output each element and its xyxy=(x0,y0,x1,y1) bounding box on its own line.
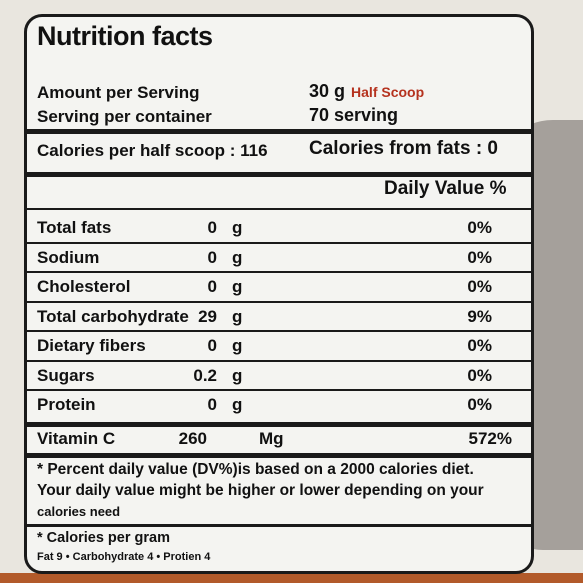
nutrient-name: Sugars xyxy=(37,365,95,385)
nutrient-dv: 0% xyxy=(467,277,492,296)
row-divider xyxy=(27,271,531,273)
footnote-line-3: calories need xyxy=(37,504,121,519)
nutrient-name: Protein xyxy=(37,395,96,414)
divider-thick xyxy=(27,129,531,134)
divider xyxy=(27,524,531,527)
nutrient-unit: g xyxy=(232,365,243,385)
nutrient-dv: 0% xyxy=(467,218,492,237)
divider-thick xyxy=(27,453,531,458)
row-divider xyxy=(27,359,531,362)
vitamin-amount: 260 xyxy=(178,429,207,448)
footnote: * Percent daily value (DV%)is based on a… xyxy=(37,459,519,522)
row-divider xyxy=(27,241,531,244)
amount-note: Half Scoop xyxy=(351,84,425,100)
nutrient-amount: 0 xyxy=(207,277,217,296)
divider-thick xyxy=(27,422,531,427)
nutrient-amount: 29 xyxy=(198,306,217,326)
nutrient-dv: 0% xyxy=(467,395,492,414)
calories-per-gram: * Calories per gram Fat 9 • Carbohydrate… xyxy=(37,529,519,567)
background-strip xyxy=(0,573,583,583)
vitamin-unit: Mg xyxy=(259,429,284,448)
divider xyxy=(27,208,531,210)
serving-per-container-label: Serving per container xyxy=(37,107,212,126)
nutrient-name: Cholesterol xyxy=(37,277,131,296)
nutrient-name: Total carbohydrate xyxy=(37,306,189,326)
calories-per-gram-title: * Calories per gram xyxy=(37,530,170,546)
nutrient-unit: g xyxy=(232,218,243,237)
nutrient-name: Total fats xyxy=(37,218,112,237)
vitamin-dv: 572% xyxy=(468,429,512,448)
nutrient-unit: g xyxy=(232,247,243,267)
nutrient-amount: 0 xyxy=(207,247,217,267)
nutrient-unit: g xyxy=(232,306,243,326)
row-divider xyxy=(27,330,531,332)
nutrient-amount: 0 xyxy=(207,218,217,237)
nutrient-dv: 0% xyxy=(467,247,492,267)
amount-value: 30 g xyxy=(309,81,346,101)
nutrition-facts-panel: Nutrition facts Amount per Serving 30 g H… xyxy=(24,14,534,574)
nutrient-dv: 9% xyxy=(467,306,492,326)
nutrient-amount: 0 xyxy=(207,336,217,355)
calories-from-fats: Calories from fats : 0 xyxy=(309,138,498,159)
nutrient-unit: g xyxy=(232,395,243,414)
daily-value-header: Daily Value % xyxy=(384,178,507,199)
nutrient-amount: 0 xyxy=(207,395,217,414)
amount-per-serving-label: Amount per Serving xyxy=(37,83,200,102)
nutrient-name: Sodium xyxy=(37,247,100,267)
nutrient-name: Dietary fibers xyxy=(37,336,146,355)
nutrient-unit: g xyxy=(232,336,243,355)
divider-thick xyxy=(27,172,531,177)
calories-per-gram-detail: Fat 9 • Carbohydrate 4 • Protien 4 xyxy=(37,551,211,563)
nutrient-unit: g xyxy=(232,277,243,296)
row-divider xyxy=(27,389,531,391)
nutrient-dv: 0% xyxy=(467,336,492,355)
panel-title: Nutrition facts xyxy=(37,21,213,51)
serving-per-container-value: 70 serving xyxy=(309,105,399,125)
nutrient-dv: 0% xyxy=(467,365,492,385)
footnote-line-2: Your daily value might be higher or lowe… xyxy=(37,482,484,499)
row-divider xyxy=(27,300,531,303)
vitamin-name: Vitamin C xyxy=(37,429,116,448)
calories-per-half-scoop: Calories per half scoop : 116 xyxy=(37,141,268,160)
nutrient-amount: 0.2 xyxy=(193,365,217,385)
amount-per-serving-value: 30 g Half Scoop xyxy=(309,81,424,102)
footnote-line-1: * Percent daily value (DV%)is based on a… xyxy=(37,461,474,478)
